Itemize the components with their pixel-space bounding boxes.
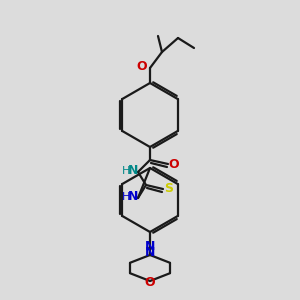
Text: N: N: [128, 190, 138, 203]
Text: N: N: [145, 247, 155, 260]
Text: O: O: [169, 158, 179, 172]
Text: S: S: [164, 182, 173, 196]
Text: H: H: [122, 192, 130, 202]
Text: O: O: [137, 61, 147, 74]
Text: O: O: [145, 277, 155, 290]
Text: N: N: [145, 239, 155, 253]
Text: N: N: [128, 164, 138, 178]
Text: H: H: [122, 166, 130, 176]
